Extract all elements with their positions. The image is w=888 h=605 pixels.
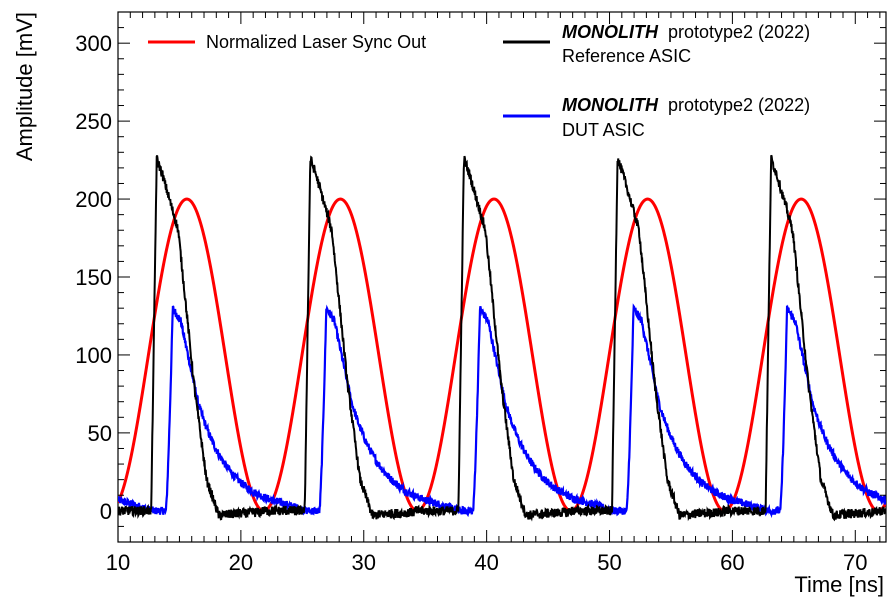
x-tick-label: 10 (106, 550, 130, 575)
x-tick-label: 30 (352, 550, 376, 575)
x-tick-label: 50 (597, 550, 621, 575)
legend-emphasis-dut: MONOLITH (562, 95, 659, 115)
legend-rest-reference: prototype2 (2022) (668, 22, 810, 42)
y-tick-label: 0 (100, 499, 112, 524)
y-tick-label: 300 (75, 31, 112, 56)
legend-label-reference-line2: Reference ASIC (562, 46, 691, 66)
legend-entry-laser: Normalized Laser Sync Out (148, 32, 426, 52)
y-tick-label: 250 (75, 109, 112, 134)
series-line-laser-sync (118, 197, 886, 513)
legend-entry-reference: MONOLITH prototype2 (2022) Reference ASI… (503, 22, 810, 66)
y-tick-label: 50 (88, 421, 112, 446)
x-tick-label: 60 (720, 550, 744, 575)
legend-entry-dut: MONOLITH prototype2 (2022) DUT ASIC (503, 95, 810, 140)
x-axis-title: Time [ns] (794, 572, 884, 597)
y-tick-label: 100 (75, 343, 112, 368)
legend-rest-dut: prototype2 (2022) (668, 95, 810, 115)
legend-label-dut-line2: DUT ASIC (562, 120, 645, 140)
y-tick-label: 200 (75, 187, 112, 212)
x-tick-label: 40 (474, 550, 498, 575)
y-axis-title: Amplitude [mV] (12, 12, 37, 161)
legend-label-reference-line1: MONOLITH prototype2 (2022) (562, 22, 810, 42)
series-line-reference-asic (118, 154, 886, 522)
legend: Normalized Laser Sync Out MONOLITH proto… (148, 22, 810, 140)
legend-label-laser: Normalized Laser Sync Out (206, 32, 426, 52)
axis-ticks (117, 11, 886, 543)
x-tick-label: 70 (843, 550, 867, 575)
legend-label-dut-line1: MONOLITH prototype2 (2022) (562, 95, 810, 115)
plot-frame (117, 11, 887, 543)
legend-emphasis-reference: MONOLITH (562, 22, 659, 42)
x-tick-label: 20 (229, 550, 253, 575)
y-tick-label: 150 (75, 265, 112, 290)
series-curves (118, 154, 886, 522)
tick-labels: 10 20 30 40 50 60 70 0 50 100 150 200 250 300 (75, 31, 867, 575)
